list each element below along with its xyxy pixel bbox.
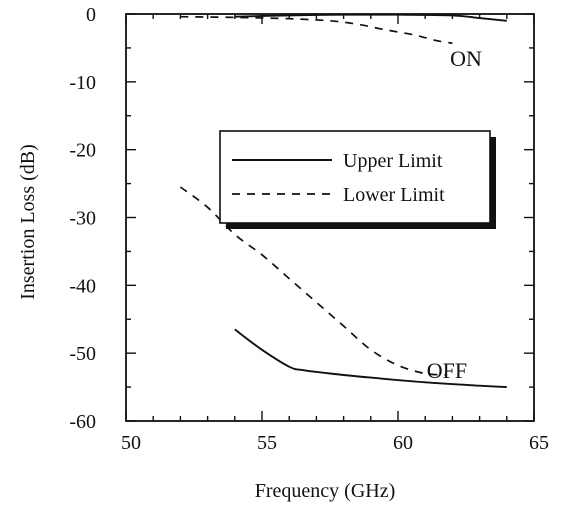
legend: Upper Limit Lower Limit	[220, 131, 496, 229]
legend-label-upper: Upper Limit	[343, 150, 443, 172]
y-axis-title: Insertion Loss (dB)	[17, 144, 39, 300]
x-tick-label: 55	[257, 432, 277, 454]
annotation-off: OFF	[427, 358, 467, 383]
legend-box	[220, 131, 490, 223]
y-tick-label: 0	[86, 4, 96, 26]
y-tick-label: -20	[69, 140, 96, 162]
annotation-on: ON	[450, 46, 482, 71]
x-axis-title: Frequency (GHz)	[255, 480, 396, 502]
x-tick-label: 60	[393, 432, 413, 454]
y-tick-label: -50	[69, 343, 96, 365]
legend-label-lower: Lower Limit	[343, 184, 445, 206]
y-tick-label: -60	[69, 411, 96, 433]
y-tick-label: -30	[69, 208, 96, 230]
y-tick-label: -10	[69, 72, 96, 94]
x-tick-label: 50	[121, 432, 141, 454]
x-tick-label: 65	[529, 432, 549, 454]
y-tick-label: -40	[69, 275, 96, 297]
series-line-lower-on	[180, 17, 452, 44]
